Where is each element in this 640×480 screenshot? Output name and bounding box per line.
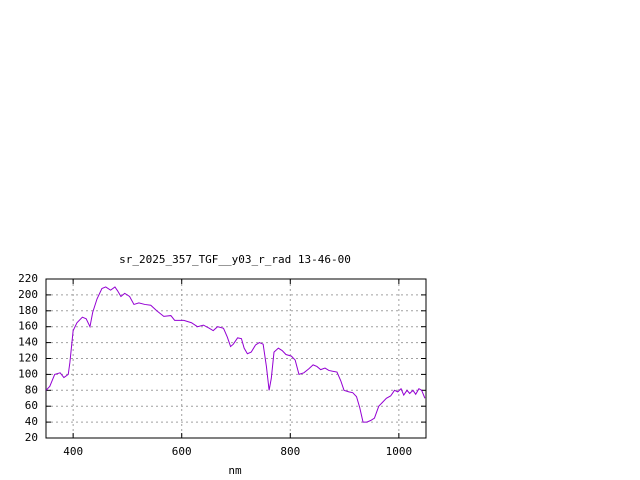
- y-tick-label: 20: [25, 431, 38, 444]
- x-tick-label: 1000: [386, 445, 413, 458]
- y-tick-label: 160: [18, 320, 38, 333]
- chart-title: sr_2025_357_TGF__y03_r_rad 13-46-00: [119, 253, 351, 266]
- y-tick-label: 180: [18, 304, 38, 317]
- y-tick-label: 100: [18, 367, 38, 380]
- y-tick-label: 140: [18, 336, 38, 349]
- data-line: [45, 286, 426, 423]
- x-tick-label: 800: [280, 445, 300, 458]
- y-tick-label: 60: [25, 399, 38, 412]
- x-tick-label: 400: [63, 445, 83, 458]
- y-tick-label: 200: [18, 288, 38, 301]
- y-tick-label: 40: [25, 415, 38, 428]
- x-tick-label: 600: [172, 445, 192, 458]
- x-axis-label: nm: [228, 464, 242, 477]
- y-tick-label: 120: [18, 352, 38, 365]
- y-tick-label: 220: [18, 272, 38, 285]
- plot-frame: [45, 278, 427, 439]
- y-tick-label: 80: [25, 383, 38, 396]
